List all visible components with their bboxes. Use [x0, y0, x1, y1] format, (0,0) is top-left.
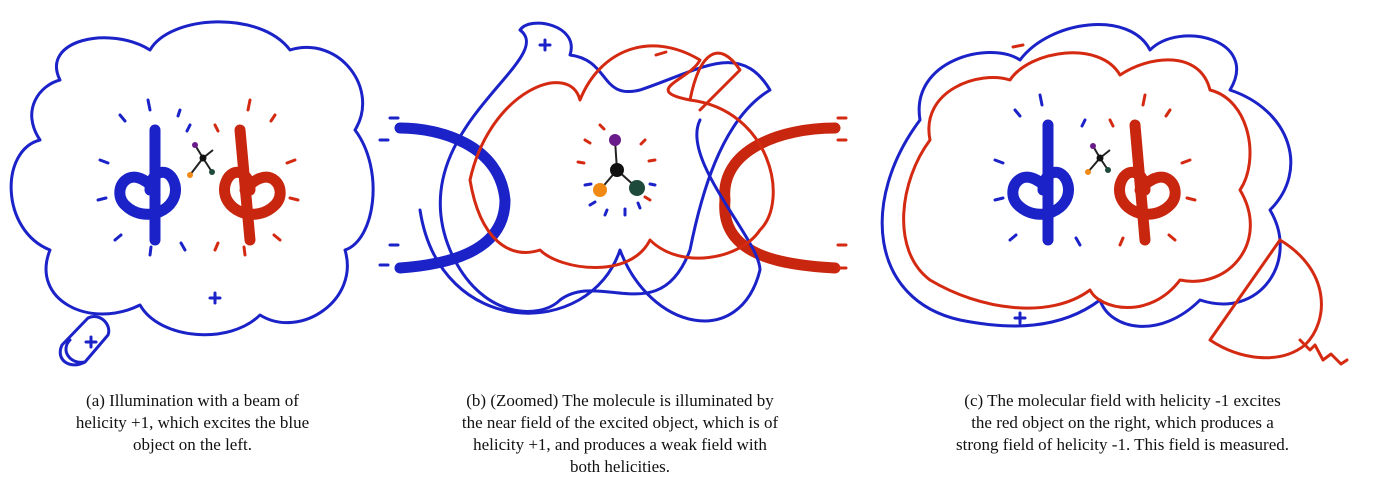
caption-line: (b) (Zoomed) The molecule is illuminated… [466, 391, 774, 410]
panel-a [9, 20, 375, 367]
caption-line: helicity +1, which excites the blue [75, 413, 310, 432]
caption-line: (a) Illumination with a beam of [86, 391, 299, 410]
caption-line: helicity +1, and produces a weak field w… [473, 435, 767, 454]
caption-b: (b) (Zoomed) The molecule is illuminated… [420, 390, 820, 478]
caption-line: the near field of the excited object, wh… [461, 413, 779, 432]
caption-line: object on the left. [133, 435, 252, 454]
caption-c: (c) The molecular field with helicity -1… [880, 390, 1365, 456]
caption-line: the red object on the right, which produ… [971, 413, 1274, 432]
caption-line: (c) The molecular field with helicity -1… [964, 391, 1281, 410]
caption-line: both helicities. [569, 457, 671, 476]
caption-a: (a) Illumination with a beam of helicity… [15, 390, 370, 456]
illustrations [9, 20, 1349, 367]
panel-c [880, 23, 1349, 366]
caption-line: strong field of helicity -1. This field … [955, 435, 1289, 454]
panel-b [378, 21, 848, 323]
